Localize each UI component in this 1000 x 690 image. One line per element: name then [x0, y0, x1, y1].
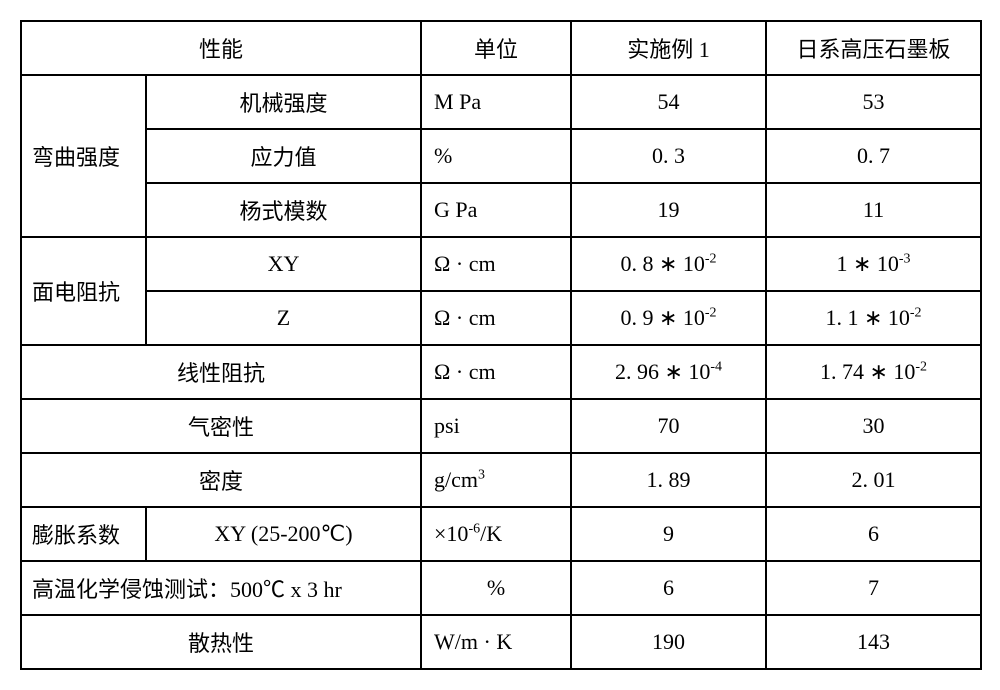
row-value1: 6 [571, 561, 766, 615]
row-unit: G Pa [421, 183, 571, 237]
row-value2: 30 [766, 399, 981, 453]
table-row: 杨式模数 G Pa 19 11 [21, 183, 981, 237]
row-value1: 19 [571, 183, 766, 237]
row-value1: 0. 9 ∗ 10-2 [571, 291, 766, 345]
row-unit: % [421, 561, 571, 615]
row-value2: 1 ∗ 10-3 [766, 237, 981, 291]
row-label: Z [146, 291, 421, 345]
row-label: XY [146, 237, 421, 291]
row-label: 气密性 [21, 399, 421, 453]
table-row: 应力值 % 0. 3 0. 7 [21, 129, 981, 183]
row-value1: 0. 8 ∗ 10-2 [571, 237, 766, 291]
table-row: 散热性 W/m · K 190 143 [21, 615, 981, 669]
row-value1: 190 [571, 615, 766, 669]
group-surface-impedance: 面电阻抗 [21, 237, 146, 345]
row-value2: 6 [766, 507, 981, 561]
header-performance: 性能 [21, 21, 421, 75]
row-unit: Ω · cm [421, 291, 571, 345]
group-expansion: 膨胀系数 [21, 507, 146, 561]
row-unit: ×10-6/K [421, 507, 571, 561]
header-example1: 实施例 1 [571, 21, 766, 75]
row-label: 高温化学侵蚀测试：500℃ x 3 hr [21, 561, 421, 615]
header-unit: 单位 [421, 21, 571, 75]
row-label: 机械强度 [146, 75, 421, 129]
row-value2: 1. 74 ∗ 10-2 [766, 345, 981, 399]
table-row: 弯曲强度 机械强度 M Pa 54 53 [21, 75, 981, 129]
table-row: 密度 g/cm3 1. 89 2. 01 [21, 453, 981, 507]
table-row: 气密性 psi 70 30 [21, 399, 981, 453]
row-value2: 11 [766, 183, 981, 237]
header-row: 性能 单位 实施例 1 日系高压石墨板 [21, 21, 981, 75]
row-value1: 2. 96 ∗ 10-4 [571, 345, 766, 399]
row-value2: 1. 1 ∗ 10-2 [766, 291, 981, 345]
row-label: 应力值 [146, 129, 421, 183]
row-label: XY (25-200℃) [146, 507, 421, 561]
table-row: 面电阻抗 XY Ω · cm 0. 8 ∗ 10-2 1 ∗ 10-3 [21, 237, 981, 291]
row-label: 散热性 [21, 615, 421, 669]
row-label: 杨式模数 [146, 183, 421, 237]
table-row: 线性阻抗 Ω · cm 2. 96 ∗ 10-4 1. 74 ∗ 10-2 [21, 345, 981, 399]
row-value2: 2. 01 [766, 453, 981, 507]
row-unit: psi [421, 399, 571, 453]
table-row: 高温化学侵蚀测试：500℃ x 3 hr % 6 7 [21, 561, 981, 615]
table-row: 膨胀系数 XY (25-200℃) ×10-6/K 9 6 [21, 507, 981, 561]
row-value1: 70 [571, 399, 766, 453]
row-value2: 0. 7 [766, 129, 981, 183]
row-label: 密度 [21, 453, 421, 507]
row-value2: 143 [766, 615, 981, 669]
row-unit: M Pa [421, 75, 571, 129]
table-row: Z Ω · cm 0. 9 ∗ 10-2 1. 1 ∗ 10-2 [21, 291, 981, 345]
row-label: 线性阻抗 [21, 345, 421, 399]
row-value2: 7 [766, 561, 981, 615]
row-unit: % [421, 129, 571, 183]
row-unit: g/cm3 [421, 453, 571, 507]
header-japanese: 日系高压石墨板 [766, 21, 981, 75]
row-value1: 1. 89 [571, 453, 766, 507]
row-unit: Ω · cm [421, 237, 571, 291]
properties-table: 性能 单位 实施例 1 日系高压石墨板 弯曲强度 机械强度 M Pa 54 53… [20, 20, 982, 670]
row-unit: Ω · cm [421, 345, 571, 399]
row-value1: 0. 3 [571, 129, 766, 183]
group-bending: 弯曲强度 [21, 75, 146, 237]
row-unit: W/m · K [421, 615, 571, 669]
row-value1: 54 [571, 75, 766, 129]
row-value2: 53 [766, 75, 981, 129]
row-value1: 9 [571, 507, 766, 561]
